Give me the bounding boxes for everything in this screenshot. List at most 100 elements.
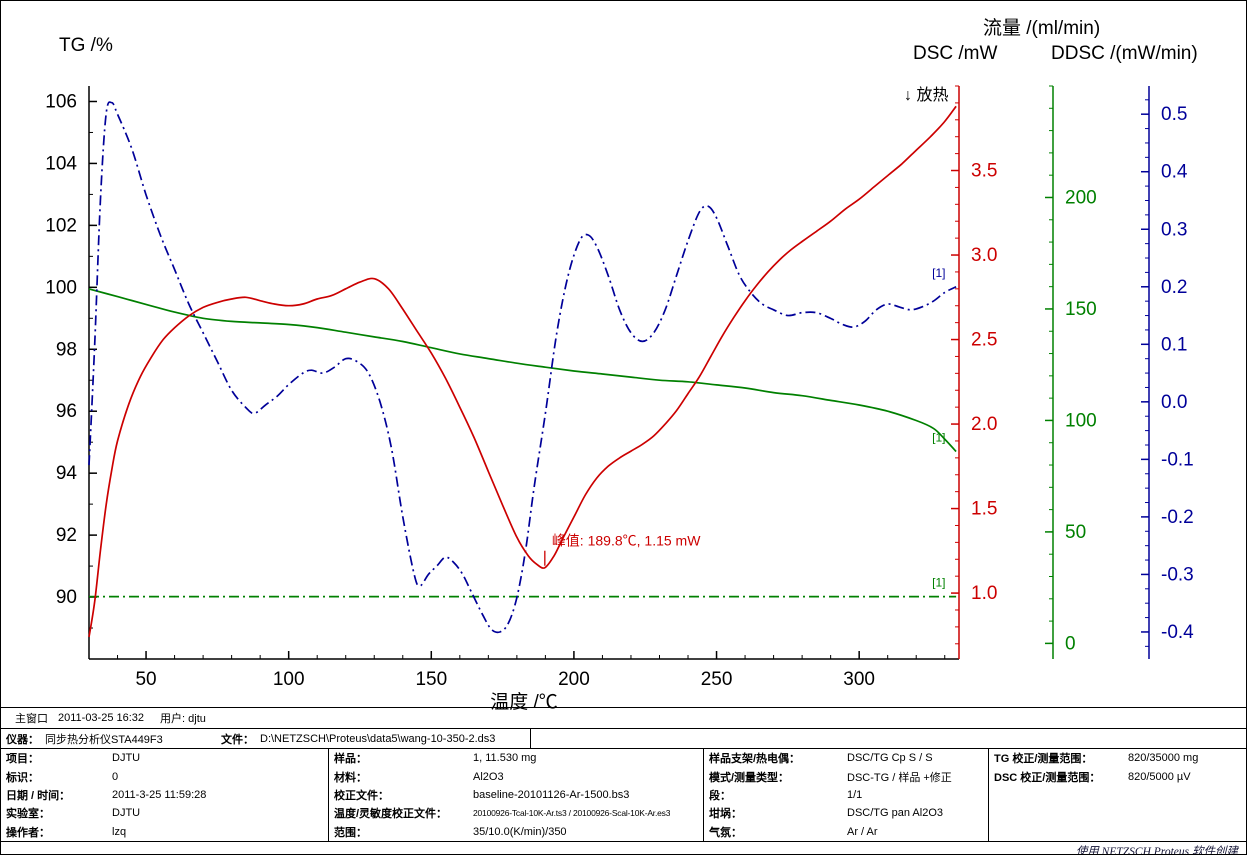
- ddsc-tick-label: 0.0: [1161, 392, 1187, 413]
- file-info-cell: 仪器： 同步热分析仪STA449F3 文件： D:\NETZSCH\Proteu…: [1, 729, 531, 748]
- info-value: Al2O3: [473, 770, 504, 783]
- info-label: 文件：: [221, 733, 254, 746]
- ddsc-axis-title: DDSC /(mW/min): [1051, 43, 1198, 64]
- cell-sample: 样品： 1, 11.530 mg: [329, 749, 703, 767]
- flow-tick-label: 150: [1065, 299, 1097, 320]
- info-value: 35/10.0(K/min)/350: [473, 825, 567, 838]
- info-value: 20100926-Tcal-10K-Ar.ts3 / 20100926-Scal…: [473, 808, 671, 819]
- dsc-tick-label: 2.0: [971, 414, 997, 435]
- curve-tag: [1]: [932, 430, 945, 444]
- cell-laboratory: 实验室： DJTU: [1, 804, 328, 822]
- dsc-tick-label: 1.0: [971, 583, 997, 604]
- tg-tick-label: 96: [56, 401, 77, 422]
- dsc-axis-title: DSC /mW: [913, 43, 998, 64]
- tg-tick-label: 106: [45, 91, 77, 112]
- ddsc-tick-label: 0.1: [1161, 334, 1187, 355]
- exo-direction-label: ↓ 放热: [904, 87, 949, 104]
- tg-tick-label: 92: [56, 525, 77, 546]
- info-value: 同步热分析仪STA449F3: [45, 733, 163, 746]
- flow-axis-title: 流量 /(ml/min): [983, 18, 1101, 39]
- ddsc-tick-label: -0.3: [1161, 564, 1194, 585]
- software-credit: 使用 NETZSCH Proteus 软件创建: [1075, 846, 1238, 855]
- info-label: 样品：: [334, 753, 367, 766]
- tg-tick-label: 98: [56, 339, 77, 360]
- cell-atmosphere: 气氛： Ar / Ar: [704, 823, 988, 841]
- info-value: DJTU: [112, 807, 141, 820]
- info-value: Ar / Ar: [847, 825, 878, 838]
- info-column-general: 项目： DJTU 标识： 0 日期 / 时间： 2011-3-25 11:59:28 …: [1, 749, 329, 841]
- info-column-sample: 样品： 1, 11.530 mg 材料： Al2O3 校正文件： baseline-2…: [329, 749, 704, 841]
- status-bar: 主窗口 2011-03-25 16:32 用户: djtu: [1, 707, 1246, 728]
- info-label: 温度/灵敏度校正文件：: [334, 808, 448, 821]
- info-label: DSC 校正/测量范围：: [994, 771, 1101, 784]
- dsc-tick-label: 3.5: [971, 161, 997, 182]
- info-label: TG 校正/测量范围：: [994, 753, 1093, 766]
- info-value: D:\NETZSCH\Proteus\data5\wang-10-350-2.d…: [260, 732, 496, 745]
- flow-tick-label: 200: [1065, 187, 1097, 208]
- flow-tick-label: 0: [1065, 633, 1076, 654]
- curve-tag: [1]: [932, 576, 945, 590]
- ddsc-tick-label: 0.5: [1161, 104, 1187, 125]
- status-datetime: 2011-03-25 16:32: [58, 712, 145, 724]
- info-label: 操作者：: [6, 826, 50, 839]
- info-label: 坩埚：: [709, 808, 742, 821]
- tg-tick-label: 90: [56, 587, 77, 608]
- info-value: lzq: [112, 825, 127, 838]
- tg-tick-label: 102: [45, 215, 77, 236]
- curve-tag: [1]: [932, 266, 945, 280]
- x-tick-label: 100: [273, 669, 305, 690]
- info-value: DSC/TG Cp S / S: [847, 752, 933, 765]
- cell-date-time: 日期 / 时间： 2011-3-25 11:59:28: [1, 786, 328, 804]
- info-label: 标识：: [6, 771, 39, 784]
- status-window-label: 主窗口: [15, 713, 48, 725]
- info-label: 日期 / 时间：: [6, 789, 71, 802]
- cell-operator: 操作者： lzq: [1, 823, 328, 841]
- cell-sample-carrier: 样品支架/热电偶： DSC/TG Cp S / S: [704, 749, 988, 767]
- info-value: 1, 11.530 mg: [473, 752, 537, 765]
- ddsc-tick-label: -0.4: [1161, 622, 1194, 643]
- cell-empty: [989, 804, 1246, 822]
- info-label: 模式/测量类型：: [709, 771, 790, 784]
- info-column-setup: 样品支架/热电偶： DSC/TG Cp S / S 模式/测量类型： DSC-TG …: [704, 749, 989, 841]
- cell-temp-sens-correction-files: 温度/灵敏度校正文件： 20100926-Tcal-10K-Ar.ts3 / 20…: [329, 804, 703, 822]
- info-label: 材料：: [334, 771, 367, 784]
- cell-material: 材料： Al2O3: [329, 767, 703, 785]
- info-value: 820/35000 mg: [1128, 752, 1199, 765]
- info-label: 实验室：: [6, 808, 50, 821]
- info-value: DJTU: [112, 752, 141, 765]
- x-tick-label: 200: [558, 669, 590, 690]
- tg-tick-label: 94: [56, 463, 78, 484]
- tg-tick-label: 100: [45, 277, 77, 298]
- curve-DDSC: [88, 101, 957, 634]
- tg-axis-title: TG /%: [59, 35, 113, 56]
- info-value: baseline-20101126-Ar-1500.bs3: [473, 788, 630, 801]
- info-column-ranges: TG 校正/测量范围： 820/35000 mg DSC 校正/测量范围： 820/…: [989, 749, 1246, 841]
- x-tick-label: 250: [701, 669, 733, 690]
- peak-annotation: 峰值: 189.8℃, 1.15 mW: [552, 533, 701, 549]
- tg-tick-label: 104: [45, 153, 77, 174]
- cell-project: 项目： DJTU: [1, 749, 328, 767]
- cell-identity: 标识： 0: [1, 767, 328, 785]
- cell-crucible: 坩埚： DSC/TG pan Al2O3: [704, 804, 988, 822]
- x-tick-label: 150: [415, 669, 447, 690]
- ddsc-tick-label: -0.2: [1161, 507, 1194, 528]
- info-value: DSC-TG / 样品 +修正: [847, 771, 952, 784]
- info-label: 校正文件：: [334, 789, 389, 802]
- flow-tick-label: 100: [1065, 410, 1097, 431]
- info-value: 820/5000 µV: [1128, 770, 1191, 783]
- cell-mode-type: 模式/测量类型： DSC-TG / 样品 +修正: [704, 767, 988, 785]
- info-label: 仪器：: [6, 733, 39, 746]
- file-info-row: 仪器： 同步热分析仪STA449F3 文件： D:\NETZSCH\Proteu…: [1, 729, 1246, 749]
- x-tick-label: 300: [843, 669, 875, 690]
- info-value: 1/1: [847, 788, 863, 801]
- ddsc-tick-label: 0.2: [1161, 277, 1187, 298]
- ddsc-tick-label: 0.3: [1161, 219, 1187, 240]
- thermal-analysis-chart[interactable]: 50 100 150 200 250 300 90 92 94 96 98 100 102 104 106 1…: [1, 1, 1247, 706]
- info-label: 段：: [709, 789, 731, 802]
- cell-empty: [989, 823, 1246, 841]
- flow-tick-label: 50: [1065, 522, 1086, 543]
- info-value: 0: [112, 770, 119, 783]
- dsc-tick-label: 3.0: [971, 245, 997, 266]
- info-label: 范围：: [334, 826, 367, 839]
